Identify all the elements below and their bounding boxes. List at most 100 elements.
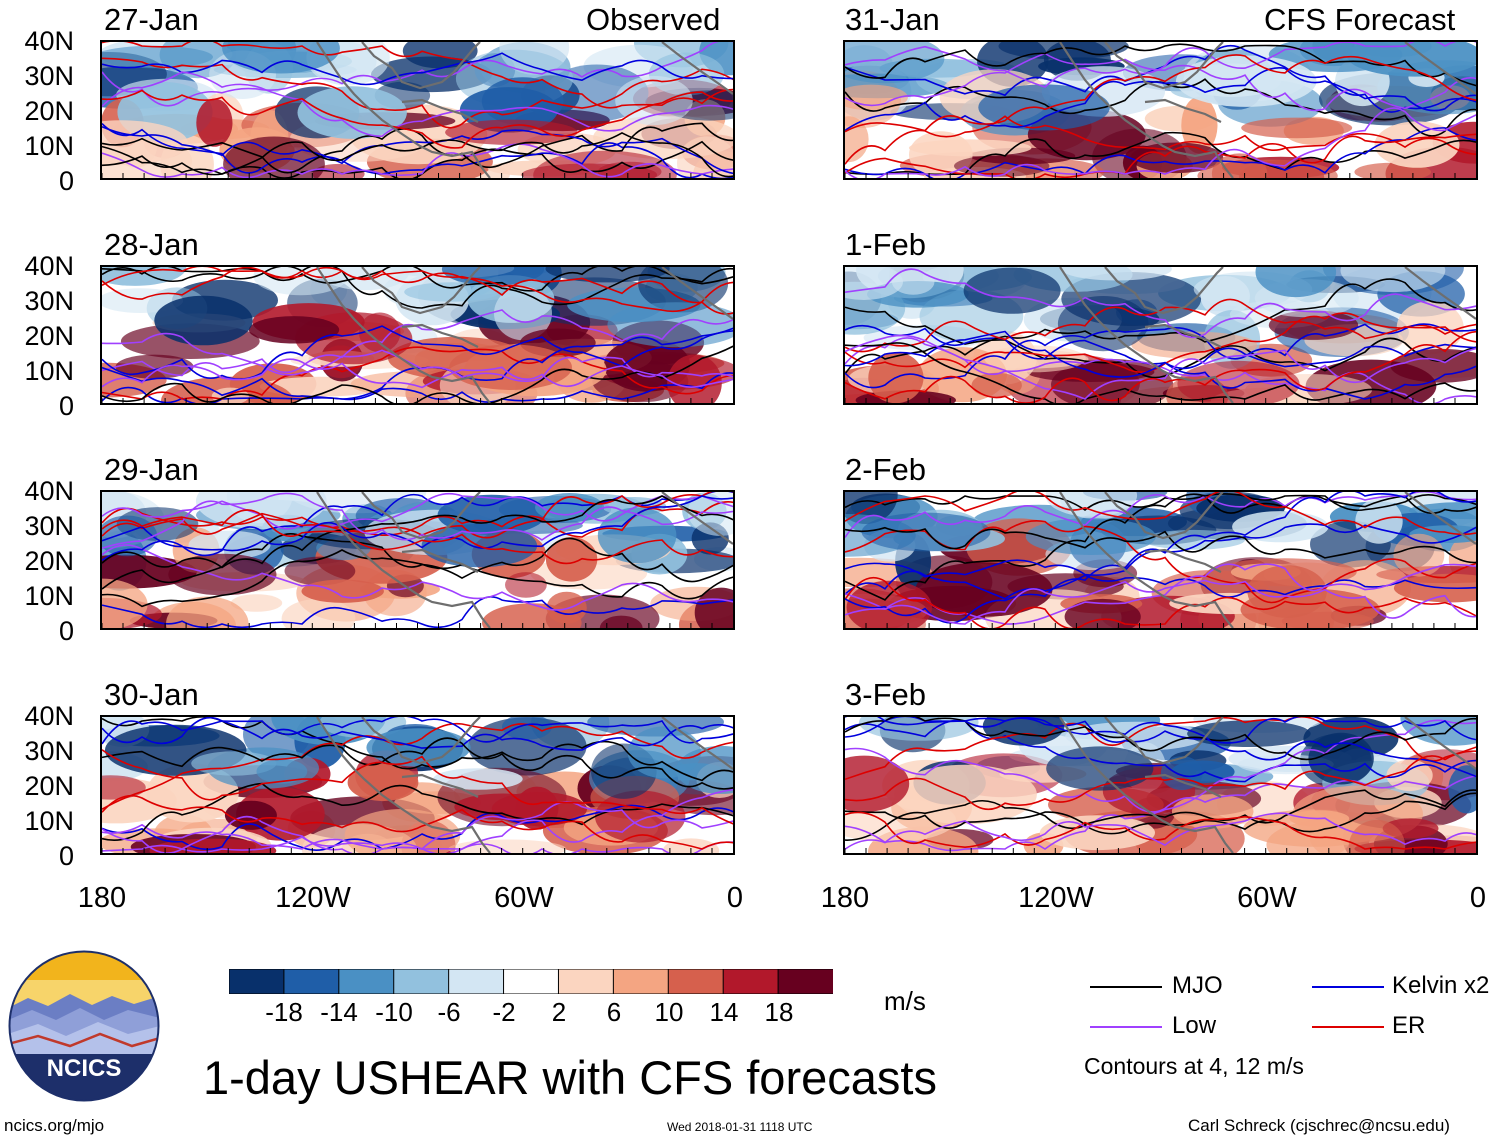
contour-line (845, 492, 1476, 538)
colorbar-swatch (283, 968, 340, 995)
colorbar-swatch (393, 968, 450, 995)
contour-line (102, 125, 733, 175)
legend-line-low (1090, 1026, 1162, 1028)
contour-line (845, 563, 1476, 625)
colorbar-label: -2 (492, 997, 516, 1027)
shear-blob (1197, 159, 1338, 178)
lon-label: 180 (77, 882, 127, 914)
colorbar-swatch (777, 968, 835, 995)
contour-line (845, 278, 1476, 375)
colorbar-swatch (667, 968, 725, 995)
footer-timestamp: Wed 2018-01-31 1118 UTC (667, 1120, 813, 1134)
shear-blob (188, 530, 271, 560)
footer-url[interactable]: ncics.org/mjo (4, 1116, 105, 1135)
contour-line (102, 372, 733, 403)
legend-line-kelvin (1312, 986, 1384, 988)
contour-line (845, 493, 1476, 601)
shear-blob (448, 839, 567, 853)
panel-date-forecast-3: 2-Feb (845, 452, 926, 487)
lat-label: 10N (24, 356, 74, 386)
lat-label: 30N (24, 736, 74, 766)
shear-blob (253, 267, 348, 296)
contour-line (102, 782, 733, 841)
map-panel-observed-1 (100, 40, 735, 180)
shear-blob (1039, 815, 1155, 851)
contour-line (845, 576, 1476, 628)
shear-blob (1308, 732, 1374, 785)
shear-blob (1348, 819, 1406, 853)
shear-blob (978, 84, 1110, 131)
contour-line (845, 526, 1476, 564)
contour-line (845, 750, 1476, 811)
shear-blob (963, 267, 1061, 314)
contour-line (102, 495, 733, 569)
footer-credit: Carl Schreck (cjschrec@ncsu.edu) (1188, 1116, 1450, 1135)
contour-line (102, 737, 733, 790)
colorbar-label: 6 (606, 997, 622, 1027)
contour-line (102, 345, 733, 403)
lat-label: 20N (24, 771, 74, 801)
contour-line (845, 342, 1476, 403)
colorbar-label: -14 (320, 997, 358, 1027)
shear-blob (281, 598, 356, 628)
contour-line (845, 570, 1476, 600)
contour-line (102, 267, 733, 313)
contour-line (102, 42, 733, 107)
lat-label: 20N (24, 321, 74, 351)
colorbar-swatch (557, 968, 615, 995)
lat-label: 0 (58, 391, 74, 421)
contour-line (845, 306, 1476, 379)
shear-blob (1064, 598, 1141, 628)
contour-line (102, 42, 733, 109)
shear-blob (222, 42, 340, 74)
shear-blob (1346, 42, 1476, 77)
lon-label: 120W (1018, 882, 1094, 914)
shear-blob (402, 42, 478, 69)
shear-blob (468, 717, 587, 776)
contour-line (845, 717, 1476, 761)
lat-label: 20N (24, 546, 74, 576)
coastline (316, 267, 733, 403)
map-panel-observed-2 (100, 265, 735, 405)
lon-label: 60W (494, 882, 554, 914)
contour-line (102, 358, 733, 389)
shear-field (845, 717, 1476, 853)
forecast-header: CFS Forecast (1264, 2, 1456, 37)
contour-line (845, 811, 1476, 850)
shear-blob (301, 579, 384, 603)
colorbar-label: -10 (375, 997, 413, 1027)
colorbar-swatch (503, 968, 560, 995)
figure-title: 1-day USHEAR with CFS forecasts (203, 1051, 937, 1104)
contour-line (102, 346, 733, 400)
contour-line (845, 719, 1476, 852)
shear-blob (1241, 117, 1353, 139)
legend-label-er: ER (1392, 1012, 1426, 1039)
contour-line (845, 323, 1476, 389)
panel-date-forecast-4: 3-Feb (845, 677, 926, 712)
contour-line (102, 492, 733, 530)
contour-line (845, 579, 1476, 625)
shear-blob (891, 268, 935, 295)
panel-date-observed-1: 27-Jan (104, 2, 199, 37)
shear-blob (545, 537, 598, 582)
contour-line (845, 792, 1476, 841)
contour-line (845, 115, 1476, 165)
shear-blob (115, 354, 194, 379)
colorbar-label: 14 (709, 997, 739, 1027)
contour-line (845, 54, 1476, 133)
shear-blob (845, 267, 903, 300)
shear-blob (481, 77, 564, 126)
contour-line (845, 495, 1476, 514)
lat-label: 10N (24, 581, 74, 611)
shear-blob (694, 587, 733, 628)
contour-line (845, 52, 1476, 112)
contour-line (102, 722, 733, 810)
contour-line (102, 267, 733, 315)
contour-line (845, 717, 1476, 778)
contour-line (102, 325, 733, 380)
shear-field (845, 267, 1476, 403)
shear-blob (1181, 96, 1218, 154)
panel-date-observed-4: 30-Jan (104, 677, 199, 712)
contour-line (102, 801, 733, 853)
colorbar-label: -18 (265, 997, 303, 1027)
